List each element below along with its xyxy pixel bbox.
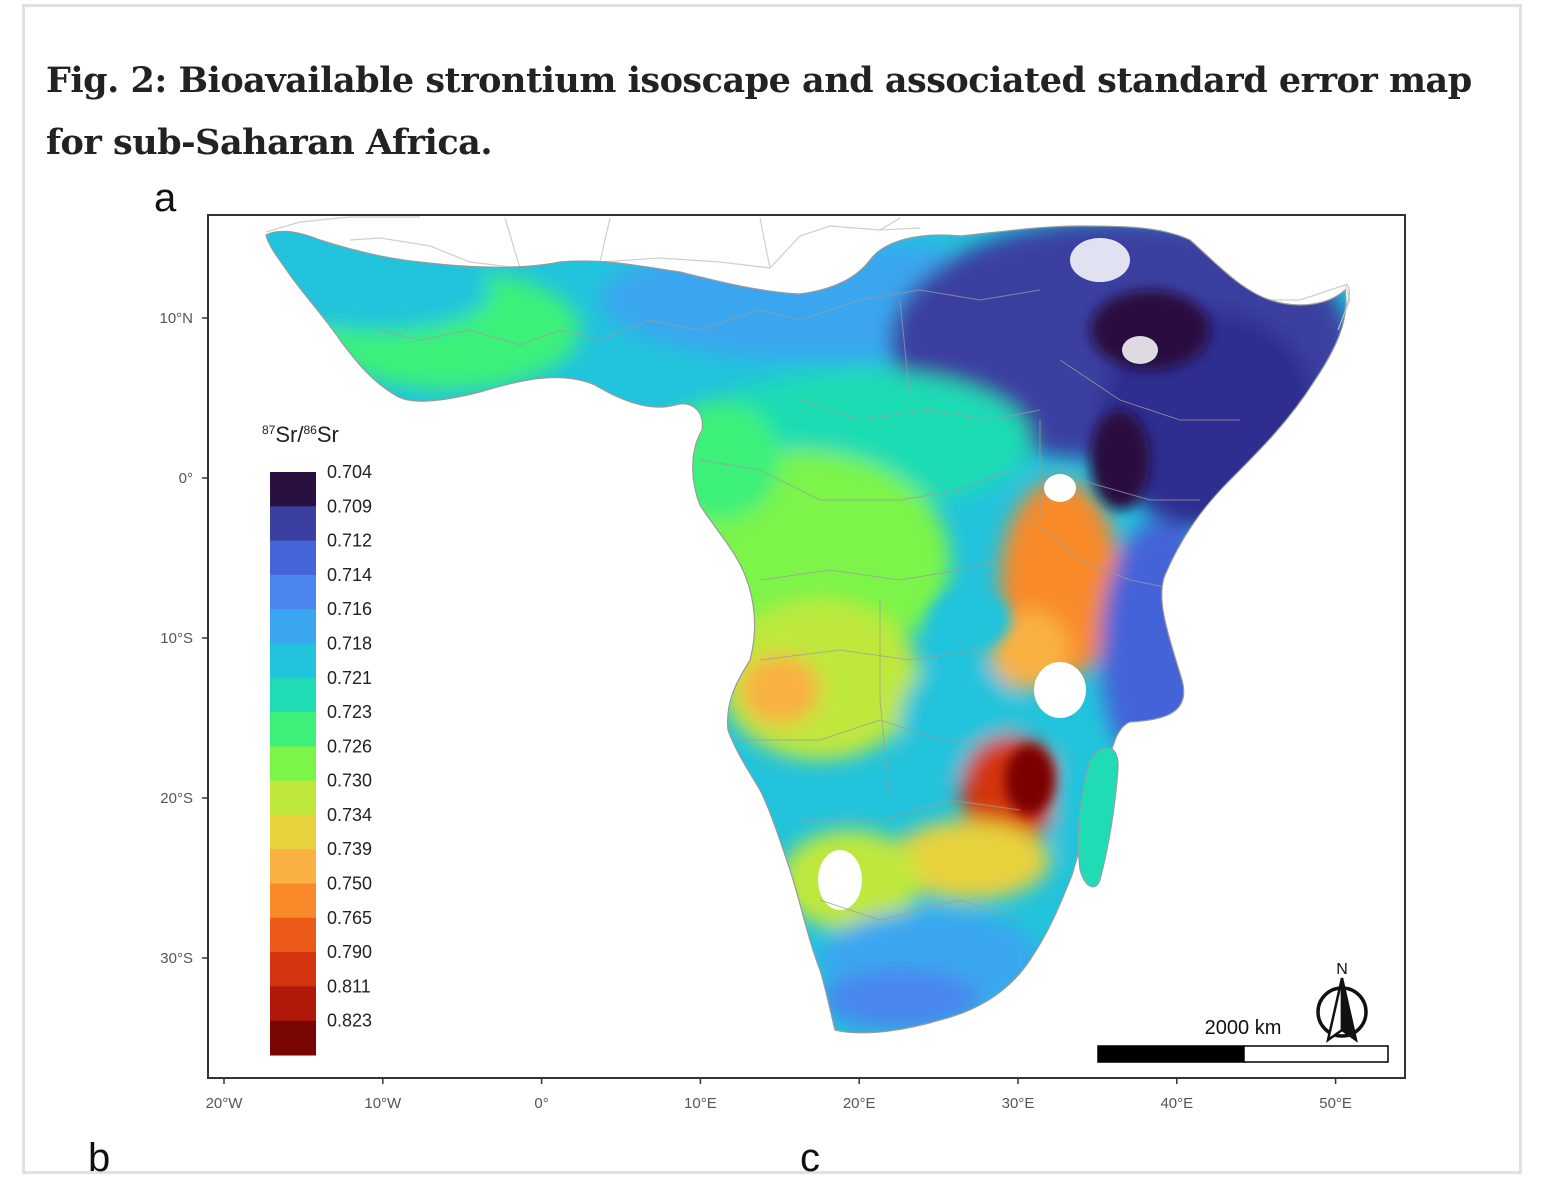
- legend-swatch: [270, 780, 316, 816]
- legend-swatch: [270, 883, 316, 919]
- legend-value-label: 0.726: [327, 736, 372, 756]
- legend-value-label: 0.704: [327, 462, 372, 482]
- legend-swatch: [270, 643, 316, 679]
- panel-label-a: a: [154, 176, 177, 220]
- lon-tick-label: 50°E: [1319, 1095, 1352, 1112]
- figure-title: Fig. 2: Bioavailable strontium isoscape …: [46, 60, 1472, 163]
- lon-tick-label: 30°E: [1002, 1095, 1035, 1112]
- legend-swatch: [270, 574, 316, 610]
- legend-value-label: 0.709: [327, 496, 372, 516]
- lon-tick-label: 10°E: [684, 1095, 717, 1112]
- isotope-ratio-legend: 87Sr/86Sr 0.704 0.709 0.712 0.714 0.716 0.718…: [262, 422, 372, 1056]
- legend-swatch: [270, 609, 316, 644]
- legend-title: 87Sr/86Sr: [262, 422, 339, 447]
- lat-tick-label: 0°: [179, 470, 193, 487]
- north-label: N: [1336, 961, 1348, 978]
- legend-swatch: [270, 1020, 316, 1056]
- lat-tick-label: 30°S: [160, 950, 193, 967]
- legend-value-label: 0.712: [327, 531, 372, 551]
- lon-tick-label: 20°W: [206, 1095, 244, 1112]
- scale-bar: 2000 km: [1097, 1017, 1389, 1063]
- sub-saharan-africa-isoscape: [265, 225, 1347, 1034]
- legend-swatch: [270, 952, 316, 987]
- legend-value-label: 0.811: [327, 976, 371, 996]
- legend-value-label: 0.721: [327, 668, 372, 688]
- lon-tick-label: 20°E: [843, 1095, 876, 1112]
- legend-value-label: 0.716: [327, 599, 372, 619]
- legend-value-label: 0.718: [327, 633, 372, 653]
- legend-value-label: 0.823: [327, 1011, 372, 1031]
- legend-swatch: [270, 506, 316, 542]
- legend-value-label: 0.734: [327, 805, 372, 825]
- legend-value-label: 0.739: [327, 839, 372, 859]
- legend-value-label: 0.723: [327, 702, 372, 722]
- lat-tick-label: 10°N: [159, 310, 193, 327]
- legend-swatch: [270, 677, 316, 713]
- legend-swatch: [270, 849, 316, 885]
- longitude-axis: 20°W 10°W 0° 10°E 20°E 30°E 40°E 50°E: [206, 1078, 1352, 1112]
- legend-value-label: 0.750: [327, 874, 372, 894]
- legend-value-label: 0.765: [327, 908, 372, 928]
- legend-swatch: [270, 814, 316, 850]
- lon-tick-label: 0°: [534, 1095, 548, 1112]
- scale-bar-label: 2000 km: [1205, 1017, 1282, 1039]
- madagascar: [1077, 747, 1119, 888]
- legend-swatch: [270, 540, 316, 576]
- lat-tick-label: 10°S: [160, 630, 193, 647]
- legend-swatch: [270, 917, 316, 953]
- latitude-axis: 10°N 0° 10°S 20°S 30°S: [159, 310, 208, 967]
- lon-tick-label: 40°E: [1160, 1095, 1193, 1112]
- legend-swatch: [270, 712, 316, 747]
- legend-swatch: [270, 986, 316, 1022]
- legend-swatch: [270, 472, 316, 507]
- legend-value-label: 0.714: [327, 565, 372, 585]
- legend-value-label: 0.730: [327, 771, 372, 791]
- country-borders-north: [265, 216, 1351, 331]
- legend-value-label: 0.790: [327, 942, 372, 962]
- lat-tick-label: 20°S: [160, 790, 193, 807]
- lon-tick-label: 10°W: [364, 1095, 402, 1112]
- legend-swatch: [270, 746, 316, 782]
- north-arrow-icon: N: [1316, 961, 1368, 1043]
